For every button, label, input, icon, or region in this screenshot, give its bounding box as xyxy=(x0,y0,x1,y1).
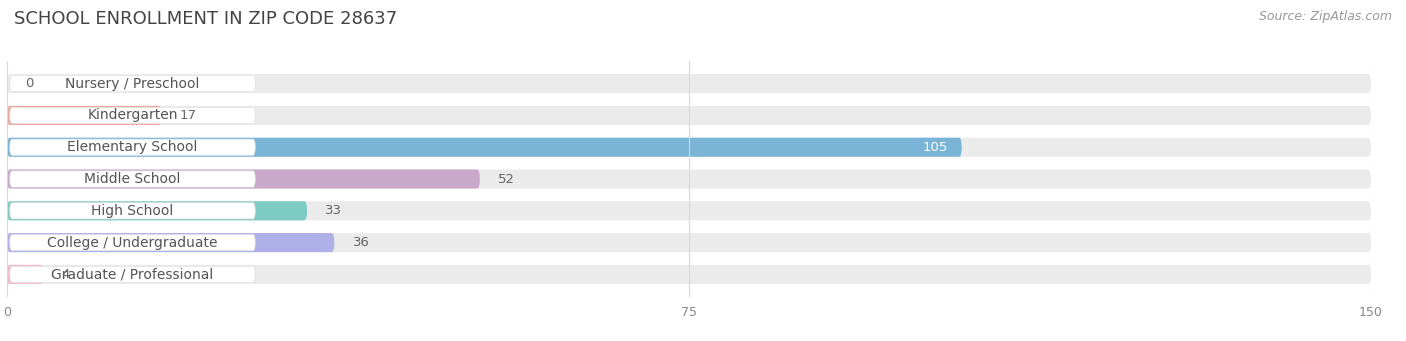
Text: 0: 0 xyxy=(25,77,34,90)
FancyBboxPatch shape xyxy=(7,138,1371,157)
FancyBboxPatch shape xyxy=(10,235,256,251)
FancyBboxPatch shape xyxy=(7,233,1371,252)
FancyBboxPatch shape xyxy=(10,171,256,187)
Text: College / Undergraduate: College / Undergraduate xyxy=(48,236,218,250)
FancyBboxPatch shape xyxy=(7,106,1371,125)
FancyBboxPatch shape xyxy=(10,75,256,92)
Text: 4: 4 xyxy=(62,268,70,281)
FancyBboxPatch shape xyxy=(10,203,256,219)
Text: Nursery / Preschool: Nursery / Preschool xyxy=(65,77,200,91)
Text: Kindergarten: Kindergarten xyxy=(87,108,177,122)
FancyBboxPatch shape xyxy=(7,233,335,252)
Text: Source: ZipAtlas.com: Source: ZipAtlas.com xyxy=(1258,10,1392,23)
Text: SCHOOL ENROLLMENT IN ZIP CODE 28637: SCHOOL ENROLLMENT IN ZIP CODE 28637 xyxy=(14,10,398,28)
Text: 52: 52 xyxy=(498,173,515,186)
FancyBboxPatch shape xyxy=(7,106,162,125)
FancyBboxPatch shape xyxy=(10,107,256,123)
FancyBboxPatch shape xyxy=(7,169,1371,189)
FancyBboxPatch shape xyxy=(7,265,44,284)
Text: Middle School: Middle School xyxy=(84,172,181,186)
Text: 17: 17 xyxy=(180,109,197,122)
FancyBboxPatch shape xyxy=(7,138,962,157)
Text: 36: 36 xyxy=(353,236,370,249)
Text: 105: 105 xyxy=(922,141,948,154)
Text: 33: 33 xyxy=(325,204,342,217)
Text: High School: High School xyxy=(91,204,173,218)
FancyBboxPatch shape xyxy=(7,74,1371,93)
Text: Elementary School: Elementary School xyxy=(67,140,198,154)
FancyBboxPatch shape xyxy=(7,265,1371,284)
Text: Graduate / Professional: Graduate / Professional xyxy=(52,267,214,281)
FancyBboxPatch shape xyxy=(10,266,256,283)
FancyBboxPatch shape xyxy=(7,201,307,220)
FancyBboxPatch shape xyxy=(7,169,479,189)
FancyBboxPatch shape xyxy=(7,201,1371,220)
FancyBboxPatch shape xyxy=(10,139,256,155)
